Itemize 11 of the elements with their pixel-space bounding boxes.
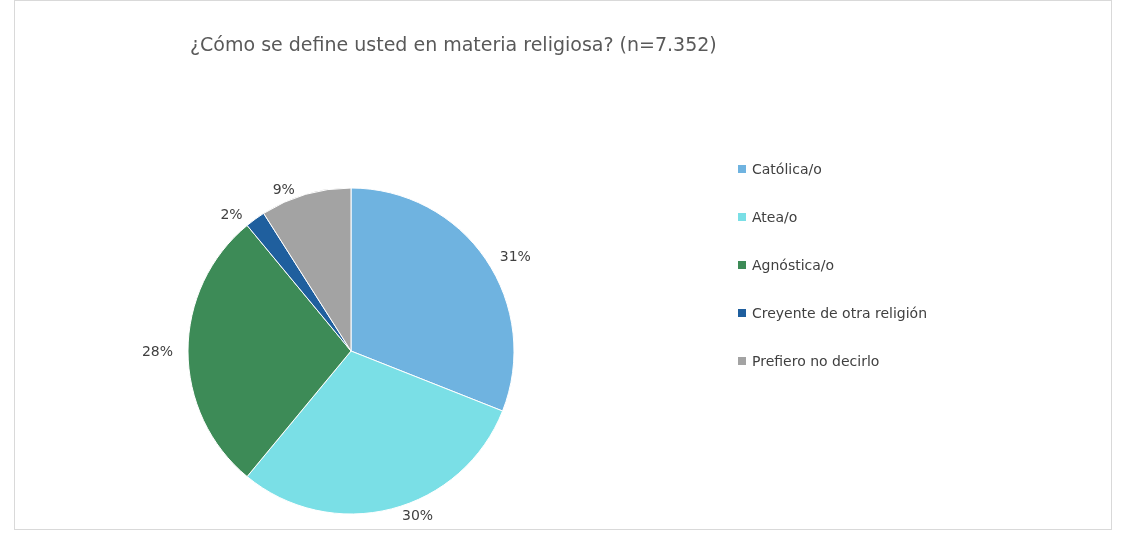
data-label: 28% (141, 343, 173, 359)
legend-label: Agnóstica/o (752, 257, 835, 273)
data-label: 9% (272, 180, 295, 197)
legend-label: Prefiero no decirlo (752, 353, 880, 369)
legend-label: Creyente de otra religión (752, 305, 928, 321)
data-label: 31% (499, 248, 531, 265)
legend-label: Católica/o (752, 161, 822, 177)
chart-title: ¿Cómo se define usted en materia religiosa? (n=7.352) (190, 32, 717, 55)
legend-label: Atea/o (752, 209, 798, 225)
data-label: 30% (402, 506, 434, 523)
data-label: 2% (220, 206, 243, 223)
